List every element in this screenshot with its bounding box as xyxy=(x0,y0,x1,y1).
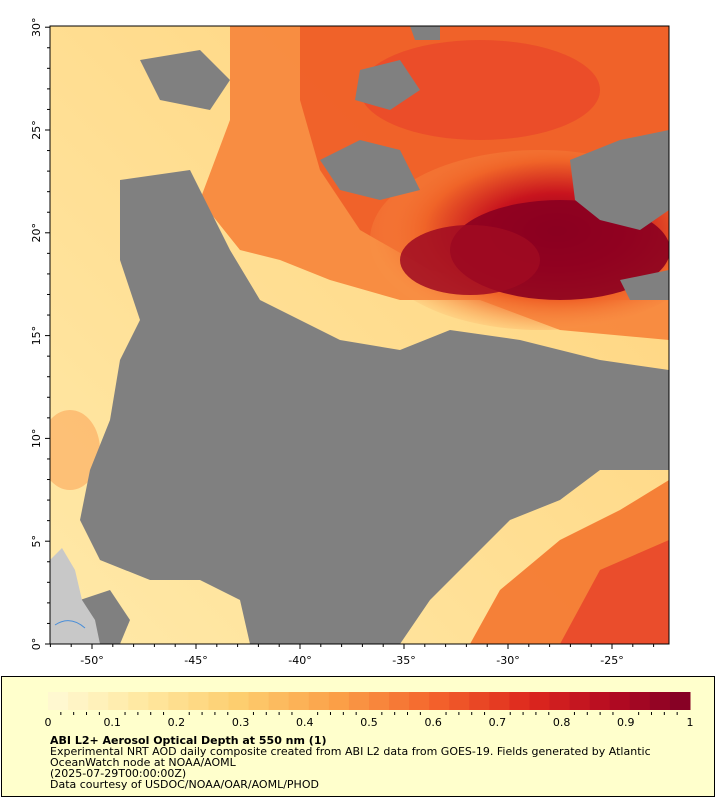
colorbar-segment xyxy=(288,692,310,710)
lon-tick-label: -40° xyxy=(288,654,311,667)
colorbar-segment xyxy=(389,692,410,710)
colorbar-segment xyxy=(469,692,490,710)
colorbar-segment xyxy=(208,692,230,710)
colorbar-segment xyxy=(108,692,129,710)
colorbar-segment xyxy=(268,692,290,710)
legend-credit: Data courtesy of USDOC/NOAA/OAR/AOML/PHO… xyxy=(50,778,319,791)
colorbar-tick-label: 0.5 xyxy=(360,716,378,729)
colorbar-segment xyxy=(629,692,651,710)
lat-tick-label: 25° xyxy=(30,120,43,140)
lon-tick-label: -50° xyxy=(80,654,103,667)
lat-tick-label: 30° xyxy=(30,17,43,37)
colorbar-segment xyxy=(248,692,270,710)
colorbar-segment xyxy=(48,692,69,710)
colorbar-segment xyxy=(589,692,611,710)
colorbar-tick-label: 0.6 xyxy=(424,716,442,729)
lon-tick-label: -45° xyxy=(184,654,207,667)
colorbar-tick-label: 0.4 xyxy=(296,716,314,729)
colorbar-tick-label: 1 xyxy=(687,716,694,729)
legend-date: (2025-07-29T00:00:00Z) xyxy=(50,767,187,780)
colorbar-tick-label: 0.7 xyxy=(489,716,507,729)
lat-tick-label: 10° xyxy=(30,429,43,449)
colorbar-segment xyxy=(549,692,571,710)
colorbar-segment xyxy=(228,692,250,710)
colorbar-segment xyxy=(529,692,551,710)
colorbar-segment xyxy=(489,692,510,710)
colorbar: 0 0.1 0.2 0.3 0.4 0.5 0.6 0.7 0.8 0.9 1 xyxy=(45,692,694,729)
colorbar-segment xyxy=(429,692,450,710)
colorbar-tick-label: 0.9 xyxy=(617,716,635,729)
lat-tick-label: 20° xyxy=(30,223,43,243)
colorbar-segment xyxy=(168,692,189,710)
colorbar-segment xyxy=(669,692,691,710)
colorbar-segment xyxy=(348,692,370,710)
colorbar-segment xyxy=(188,692,209,710)
colorbar-tick-label: 0.2 xyxy=(168,716,186,729)
colorbar-segment xyxy=(328,692,350,710)
colorbar-tick-label: 0.3 xyxy=(232,716,250,729)
lat-tick-label: 5° xyxy=(30,535,43,548)
colorbar-segment xyxy=(449,692,470,710)
lat-tick-label: 0° xyxy=(30,638,43,651)
colorbar-tick-label: 0.8 xyxy=(553,716,571,729)
map-frame xyxy=(49,25,670,645)
lat-tick-label: 15° xyxy=(30,326,43,346)
colorbar-tick-label: 0.1 xyxy=(103,716,121,729)
legend-title: ABI L2+ Aerosol Optical Depth at 550 nm … xyxy=(50,734,327,747)
colorbar-segment xyxy=(308,692,330,710)
colorbar-segment xyxy=(88,692,109,710)
longitude-axis: -50° -45° -40° -35° -30° -25° xyxy=(49,644,655,667)
map-field xyxy=(50,26,669,644)
legend-description: Experimental NRT AOD daily composite cre… xyxy=(50,745,651,769)
colorbar-segment xyxy=(369,692,390,710)
colorbar-segment xyxy=(128,692,149,710)
colorbar-segment xyxy=(609,692,631,710)
colorbar-segment xyxy=(509,692,530,710)
lon-tick-label: -25° xyxy=(600,654,623,667)
aod-map: 0° 5° 10° 15° 20° 25° 30° -50° -45° -40° -35° -30°… xyxy=(30,17,670,667)
colorbar-segment xyxy=(569,692,591,710)
lon-tick-label: -35° xyxy=(392,654,415,667)
colorbar-segment xyxy=(649,692,671,710)
colorbar-tick-label: 0 xyxy=(45,716,52,729)
lon-tick-label: -30° xyxy=(496,654,519,667)
legend-panel: 0 0.1 0.2 0.3 0.4 0.5 0.6 0.7 0.8 0.9 1 ABI L2+ Ae… xyxy=(1,676,715,797)
colorbar-segment xyxy=(68,692,89,710)
colorbar-segment xyxy=(409,692,430,710)
latitude-axis: 0° 5° 10° 15° 20° 25° 30° xyxy=(30,17,50,650)
colorbar-segment xyxy=(148,692,169,710)
